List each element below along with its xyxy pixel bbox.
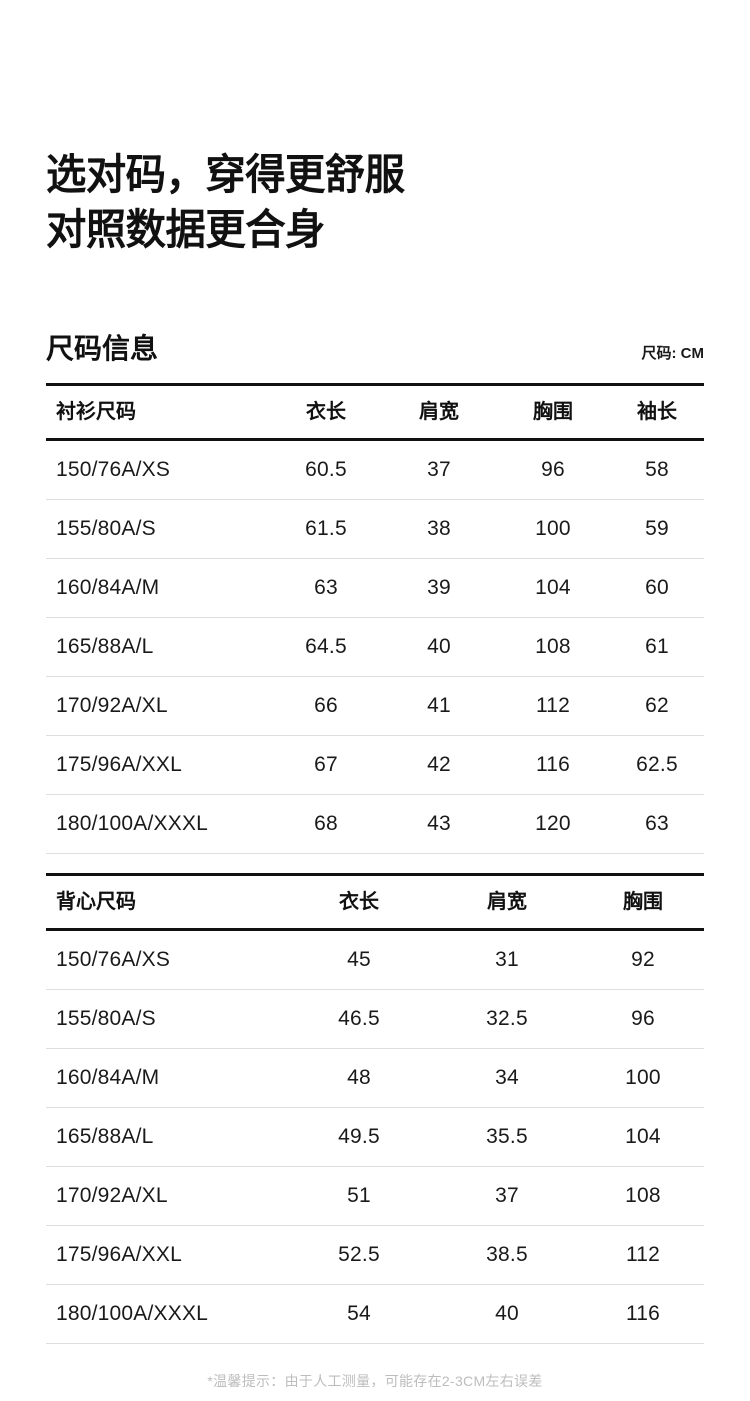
table-row: 160/84A/M 63 39 104 60 (46, 558, 704, 619)
table-row: 170/92A/XL 66 41 112 62 (46, 676, 704, 737)
cell-bust: 120 (496, 794, 610, 855)
cell-length: 67 (270, 735, 382, 796)
cell-size: 160/84A/M (46, 1048, 286, 1109)
cell-sleeve: 62.5 (610, 735, 704, 796)
table-row: 180/100A/XXXL 68 43 120 63 (46, 794, 704, 855)
cell-shoulder: 43 (382, 794, 496, 855)
cell-size: 180/100A/XXXL (46, 794, 270, 855)
unit-note: 尺码: CM (641, 345, 705, 363)
cell-size: 150/76A/XS (46, 439, 270, 501)
cell-sleeve: 59 (610, 499, 704, 560)
table-row: 150/76A/XS 60.5 37 96 58 (46, 439, 704, 501)
cell-length: 46.5 (286, 989, 432, 1050)
cell-size: 170/92A/XL (46, 676, 270, 737)
table-row: 160/84A/M 48 34 100 (46, 1048, 704, 1109)
cell-bust: 96 (582, 989, 704, 1050)
column-header-bust: 胸围 (582, 873, 704, 932)
column-header-shoulder: 肩宽 (432, 873, 582, 932)
vest-size-table: 背心尺码 衣长 肩宽 胸围 150/76A/XS 45 31 92 155/80… (46, 873, 704, 1345)
cell-bust: 104 (496, 558, 610, 619)
cell-size: 150/76A/XS (46, 929, 286, 991)
cell-bust: 100 (496, 499, 610, 560)
cell-shoulder: 38 (382, 499, 496, 560)
column-header-size: 背心尺码 (46, 873, 286, 932)
column-header-length: 衣长 (270, 383, 382, 442)
cell-size: 160/84A/M (46, 558, 270, 619)
cell-length: 61.5 (270, 499, 382, 560)
column-header-length: 衣长 (286, 873, 432, 932)
cell-length: 66 (270, 676, 382, 737)
column-header-size: 衬衫尺码 (46, 383, 270, 442)
cell-sleeve: 61 (610, 617, 704, 678)
page-headline: 选对码，穿得更舒服 对照数据更合身 (46, 0, 678, 257)
table-row: 170/92A/XL 51 37 108 (46, 1166, 704, 1227)
cell-bust: 96 (496, 439, 610, 501)
cell-size: 180/100A/XXXL (46, 1284, 286, 1345)
cell-shoulder: 37 (382, 439, 496, 501)
cell-bust: 104 (582, 1107, 704, 1168)
table-row: 180/100A/XXXL 54 40 116 (46, 1284, 704, 1345)
size-info-section-header: 尺码信息 尺码: CM (46, 335, 704, 363)
cell-length: 54 (286, 1284, 432, 1345)
cell-bust: 116 (496, 735, 610, 796)
cell-shoulder: 40 (382, 617, 496, 678)
cell-shoulder: 39 (382, 558, 496, 619)
table-row: 165/88A/L 64.5 40 108 61 (46, 617, 704, 678)
cell-bust: 92 (582, 929, 704, 991)
cell-bust: 100 (582, 1048, 704, 1109)
cell-sleeve: 63 (610, 794, 704, 855)
cell-size: 175/96A/XXL (46, 1225, 286, 1286)
cell-sleeve: 62 (610, 676, 704, 737)
table-row: 155/80A/S 61.5 38 100 59 (46, 499, 704, 560)
table-row: 155/80A/S 46.5 32.5 96 (46, 989, 704, 1050)
cell-length: 45 (286, 929, 432, 991)
cell-length: 63 (270, 558, 382, 619)
cell-shoulder: 40 (432, 1284, 582, 1345)
cell-bust: 112 (496, 676, 610, 737)
cell-length: 51 (286, 1166, 432, 1227)
cell-bust: 112 (582, 1225, 704, 1286)
table-row: 150/76A/XS 45 31 92 (46, 929, 704, 991)
column-header-bust: 胸围 (496, 383, 610, 442)
cell-shoulder: 42 (382, 735, 496, 796)
table-row: 175/96A/XXL 67 42 116 62.5 (46, 735, 704, 796)
cell-size: 165/88A/L (46, 617, 270, 678)
cell-shoulder: 41 (382, 676, 496, 737)
cell-length: 68 (270, 794, 382, 855)
cell-size: 175/96A/XXL (46, 735, 270, 796)
cell-length: 52.5 (286, 1225, 432, 1286)
column-header-shoulder: 肩宽 (382, 383, 496, 442)
table-row: 165/88A/L 49.5 35.5 104 (46, 1107, 704, 1168)
cell-size: 170/92A/XL (46, 1166, 286, 1227)
cell-size: 155/80A/S (46, 499, 270, 560)
cell-shoulder: 35.5 (432, 1107, 582, 1168)
column-header-sleeve: 袖长 (610, 383, 704, 442)
cell-shoulder: 31 (432, 929, 582, 991)
cell-sleeve: 58 (610, 439, 704, 501)
measurement-disclaimer: *温馨提示：由于人工测量，可能存在2-3CM左右误差 (207, 1373, 543, 1390)
cell-size: 165/88A/L (46, 1107, 286, 1168)
cell-bust: 108 (582, 1166, 704, 1227)
section-title: 尺码信息 (46, 333, 159, 365)
cell-bust: 108 (496, 617, 610, 678)
cell-length: 64.5 (270, 617, 382, 678)
headline-line-1: 选对码，穿得更舒服 (46, 151, 405, 198)
cell-size: 155/80A/S (46, 989, 286, 1050)
cell-length: 48 (286, 1048, 432, 1109)
table-row: 175/96A/XXL 52.5 38.5 112 (46, 1225, 704, 1286)
cell-length: 60.5 (270, 439, 382, 501)
table-header-row: 背心尺码 衣长 肩宽 胸围 (46, 873, 704, 932)
cell-sleeve: 60 (610, 558, 704, 619)
table-header-row: 衬衫尺码 衣长 肩宽 胸围 袖长 (46, 383, 704, 442)
cell-shoulder: 34 (432, 1048, 582, 1109)
cell-length: 49.5 (286, 1107, 432, 1168)
headline-line-2: 对照数据更合身 (46, 205, 325, 253)
cell-shoulder: 32.5 (432, 989, 582, 1050)
cell-bust: 116 (582, 1284, 704, 1345)
cell-shoulder: 37 (432, 1166, 582, 1227)
shirt-size-table: 衬衫尺码 衣长 肩宽 胸围 袖长 150/76A/XS 60.5 37 96 5… (46, 383, 704, 855)
cell-shoulder: 38.5 (432, 1225, 582, 1286)
